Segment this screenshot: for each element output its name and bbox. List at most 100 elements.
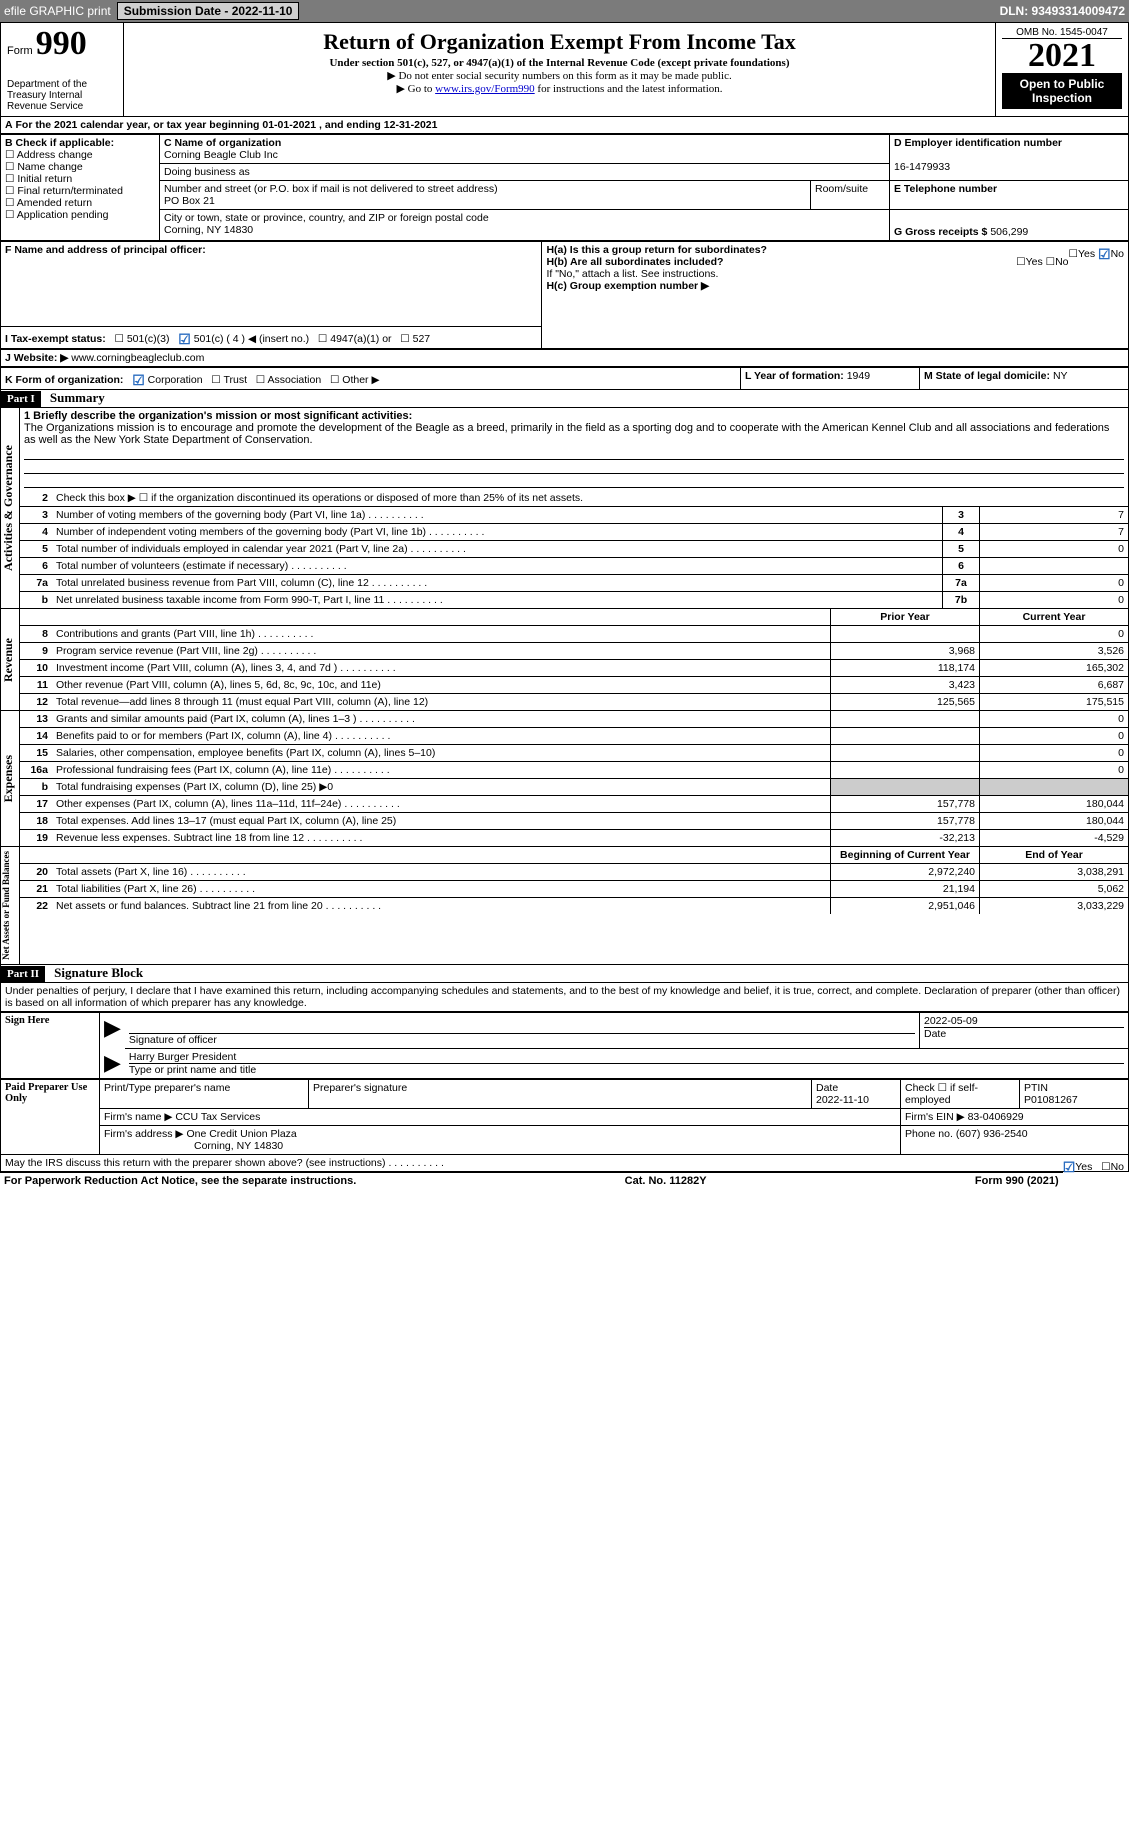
e15-cy: 0: [980, 745, 1129, 762]
klm-row: K Form of organization: ☑ Corporation ☐ …: [0, 367, 1129, 390]
firm-addr1: One Credit Union Plaza: [186, 1128, 296, 1140]
submission-date-button[interactable]: Submission Date - 2022-11-10: [117, 2, 300, 20]
prep-date: 2022-11-10: [816, 1094, 869, 1106]
name-label: C Name of organization: [164, 137, 281, 149]
l5-num: 5: [20, 541, 52, 558]
paid-preparer-label: Paid Preparer Use Only: [1, 1080, 100, 1155]
form-note-1: ▶ Do not enter social security numbers o…: [130, 69, 989, 82]
r11-d: Other revenue (Part VIII, column (A), li…: [52, 677, 831, 694]
l7a-key: 7a: [943, 575, 980, 592]
type-name-label: Type or print name and title: [129, 1063, 1124, 1076]
revenue-group: Revenue Prior YearCurrent Year 8Contribu…: [0, 609, 1129, 711]
vert-na: Net Assets or Fund Balances: [1, 847, 19, 964]
mission-line-3: [24, 474, 1124, 488]
paid-preparer-block: Paid Preparer Use Only Print/Type prepar…: [0, 1079, 1129, 1155]
chk-address-change[interactable]: ☐ Address change: [5, 149, 93, 161]
chk-trust[interactable]: Trust: [223, 374, 247, 386]
form-note-2: ▶ Go to www.irs.gov/Form990 for instruct…: [130, 82, 989, 95]
n22-py: 2,951,046: [831, 898, 980, 915]
l3-val: 7: [980, 507, 1129, 524]
period-end: 12-31-2021: [384, 119, 438, 131]
chk-corp[interactable]: Corporation: [148, 374, 203, 386]
chk-initial-return[interactable]: ☐ Initial return: [5, 173, 72, 185]
l7b-val: 0: [980, 592, 1129, 609]
chk-other[interactable]: Other ▶: [342, 374, 379, 386]
e13-d: Grants and similar amounts paid (Part IX…: [52, 711, 831, 728]
chk-amended[interactable]: ☐ Amended return: [5, 197, 92, 209]
box-f-label: F Name and address of principal officer:: [5, 244, 206, 256]
street-label: Number and street (or P.O. box if mail i…: [164, 183, 498, 195]
phone-label: E Telephone number: [894, 183, 997, 195]
period-label-b: , and ending: [319, 119, 384, 131]
hb-no[interactable]: No: [1055, 256, 1068, 268]
chk-501c[interactable]: 501(c) ( 4 ) ◀ (insert no.): [194, 333, 309, 345]
e17-cy: 180,044: [980, 796, 1129, 813]
may-irs-no[interactable]: No: [1111, 1161, 1124, 1173]
year-formed-value: 1949: [847, 370, 870, 382]
city-label: City or town, state or province, country…: [164, 212, 489, 224]
l5-val: 0: [980, 541, 1129, 558]
form-title: Return of Organization Exempt From Incom…: [130, 29, 989, 55]
vert-exp: Expenses: [1, 751, 19, 806]
r12-cy: 175,515: [980, 694, 1129, 711]
hb-label: H(b) Are all subordinates included?: [546, 256, 723, 268]
ptin-label: PTIN: [1024, 1082, 1048, 1094]
chk-app-pending[interactable]: ☐ Application pending: [5, 209, 108, 221]
irs-link[interactable]: www.irs.gov/Form990: [435, 83, 535, 95]
check-if-self[interactable]: Check ☐ if self-employed: [901, 1080, 1020, 1109]
r8-py: [831, 626, 980, 643]
e13-py: [831, 711, 980, 728]
r10-d: Investment income (Part VIII, column (A)…: [52, 660, 831, 677]
r11-cy: 6,687: [980, 677, 1129, 694]
dept-label: Department of the Treasury Internal Reve…: [7, 79, 117, 112]
expense-lines: 13Grants and similar amounts paid (Part …: [20, 711, 1128, 846]
tax-year: 2021: [1002, 39, 1122, 73]
l2-label: Check this box ▶ ☐ if the organization d…: [52, 490, 1128, 507]
chk-501c3[interactable]: 501(c)(3): [127, 333, 170, 345]
e16b-n: b: [20, 779, 52, 796]
chk-4947[interactable]: 4947(a)(1) or: [330, 333, 391, 345]
e14-n: 14: [20, 728, 52, 745]
e15-n: 15: [20, 745, 52, 762]
e19-d: Revenue less expenses. Subtract line 18 …: [52, 830, 831, 847]
part1-tag: Part I: [1, 391, 41, 407]
chk-name-change[interactable]: ☐ Name change: [5, 161, 83, 173]
chk-assoc[interactable]: Association: [268, 374, 322, 386]
vert-rev: Revenue: [1, 634, 19, 686]
r10-py: 118,174: [831, 660, 980, 677]
may-irs-yes[interactable]: Yes: [1075, 1161, 1092, 1173]
n22-n: 22: [20, 898, 52, 915]
chk-final-return[interactable]: ☐ Final return/terminated: [5, 185, 123, 197]
e16b-cy: [980, 779, 1129, 796]
activities-governance-group: Activities & Governance 1 Briefly descri…: [0, 408, 1129, 609]
n20-cy: 3,038,291: [980, 864, 1129, 881]
open-public-badge: Open to Public Inspection: [1002, 73, 1122, 109]
form-org-label: K Form of organization:: [5, 374, 123, 386]
r9-cy: 3,526: [980, 643, 1129, 660]
ha-yes[interactable]: Yes: [1078, 248, 1095, 260]
year-box: OMB No. 1545-0047 2021 Open to Public In…: [996, 23, 1128, 116]
e16b-py: [831, 779, 980, 796]
e16a-py: [831, 762, 980, 779]
ein-label: D Employer identification number: [894, 137, 1062, 149]
e13-cy: 0: [980, 711, 1129, 728]
na-head-b: End of Year: [980, 847, 1129, 864]
form-subtitle: Under section 501(c), 527, or 4947(a)(1)…: [130, 57, 989, 69]
r9-n: 9: [20, 643, 52, 660]
goto-prefix: ▶ Go to: [396, 83, 435, 95]
hb-yes[interactable]: Yes: [1026, 256, 1043, 268]
box-b-title: B Check if applicable:: [5, 137, 114, 149]
perjury-text: Under penalties of perjury, I declare th…: [0, 983, 1129, 1011]
l5-key: 5: [943, 541, 980, 558]
period-begin: 01-01-2021: [262, 119, 316, 131]
l7b-desc: Net unrelated business taxable income fr…: [52, 592, 943, 609]
l1-label: 1 Briefly describe the organization's mi…: [24, 410, 412, 422]
n21-n: 21: [20, 881, 52, 898]
l3-key: 3: [943, 507, 980, 524]
sig-date-label: Date: [924, 1027, 1124, 1040]
r8-cy: 0: [980, 626, 1129, 643]
ha-no[interactable]: No: [1111, 248, 1124, 260]
r11-n: 11: [20, 677, 52, 694]
phone-value: (607) 936-2540: [956, 1128, 1028, 1140]
chk-527[interactable]: 527: [413, 333, 431, 345]
